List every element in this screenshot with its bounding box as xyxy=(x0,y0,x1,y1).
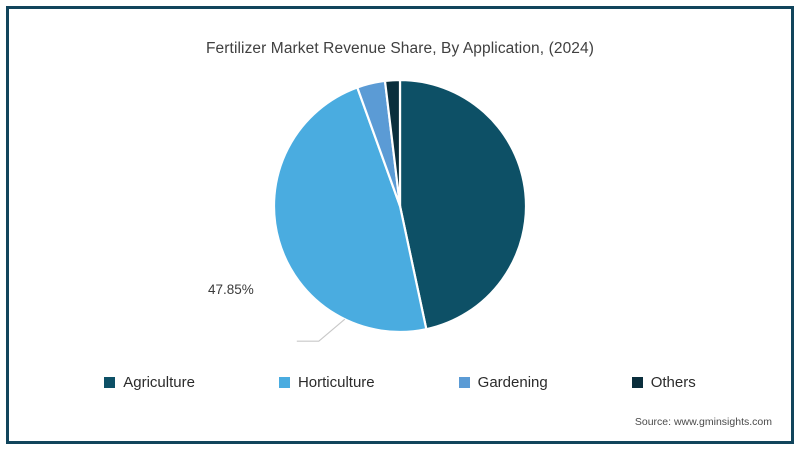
pie-slice-horticulture[interactable] xyxy=(272,86,428,334)
legend-item-label: Others xyxy=(650,374,696,391)
pie-svg xyxy=(272,78,528,342)
legend-item-label: Agriculture xyxy=(123,374,195,391)
slice-data-label-horticulture: 47.85% xyxy=(208,282,254,297)
legend-item-agriculture[interactable]: Agriculture xyxy=(104,374,195,391)
pie-chart xyxy=(272,78,528,342)
pie-slices xyxy=(272,78,528,334)
legend-swatch-icon xyxy=(104,377,116,388)
legend-item-label: Horticulture xyxy=(297,374,375,391)
legend-item-horticulture[interactable]: Horticulture xyxy=(278,374,375,391)
label-leader-line xyxy=(296,318,346,342)
chart-legend: Agriculture Horticulture Gardening Others xyxy=(0,374,800,391)
legend-swatch-icon xyxy=(458,377,470,388)
pie-slice-agriculture[interactable] xyxy=(398,78,528,331)
legend-item-label: Gardening xyxy=(477,374,548,391)
legend-swatch-icon xyxy=(631,377,643,388)
chart-title: Fertilizer Market Revenue Share, By Appl… xyxy=(205,40,594,57)
legend-item-gardening[interactable]: Gardening xyxy=(458,374,548,391)
legend-swatch-icon xyxy=(278,377,290,388)
legend-item-others[interactable]: Others xyxy=(631,374,696,391)
pie-slice-others[interactable] xyxy=(383,78,402,208)
source-note: Source: www.gminsights.com xyxy=(634,416,772,428)
